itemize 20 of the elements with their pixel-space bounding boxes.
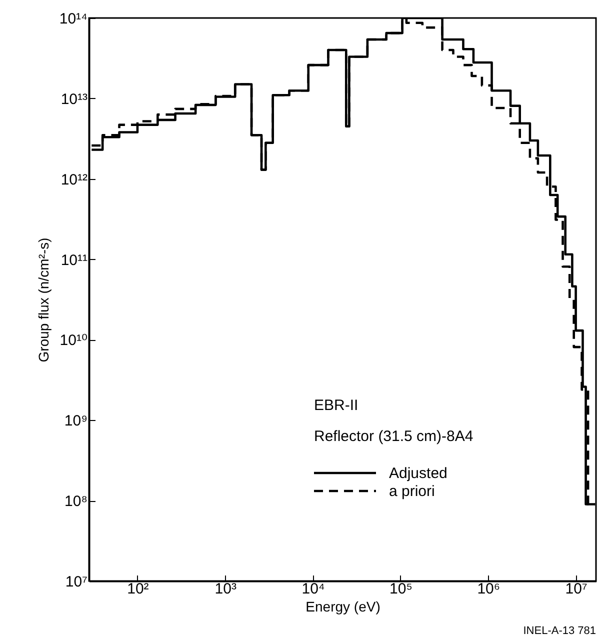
- x-tick-label: 10⁶: [477, 580, 500, 598]
- y-tick-label: 10¹⁴: [59, 10, 88, 28]
- y-tick-label: 10⁸: [64, 493, 88, 510]
- x-tick-label: 10²: [127, 580, 149, 598]
- x-axis-title: Energy (eV): [306, 598, 380, 614]
- y-tick-label: 10¹³: [60, 90, 88, 108]
- legend-label: Adjusted: [389, 465, 448, 482]
- x-tick-label: 10⁴: [302, 580, 325, 598]
- y-axis-title: Group flux (n/cm²-s): [35, 238, 52, 362]
- x-tick-label: 10⁵: [390, 580, 412, 598]
- annotation: Reflector (31.5 cm)-8A4: [314, 428, 474, 445]
- text: INEL-A-13 781: [523, 625, 596, 637]
- x-tick-label: 10³: [214, 580, 236, 598]
- annotation: EBR-II: [314, 397, 358, 414]
- y-tick-label: 10⁹: [64, 412, 88, 430]
- y-tick-label: 10¹¹: [60, 252, 88, 269]
- y-tick-label: 10¹⁰: [60, 332, 88, 350]
- legend-label: a priori: [389, 483, 435, 500]
- x-tick-label: 10⁷: [565, 580, 588, 598]
- y-tick-label: 10¹²: [60, 171, 88, 188]
